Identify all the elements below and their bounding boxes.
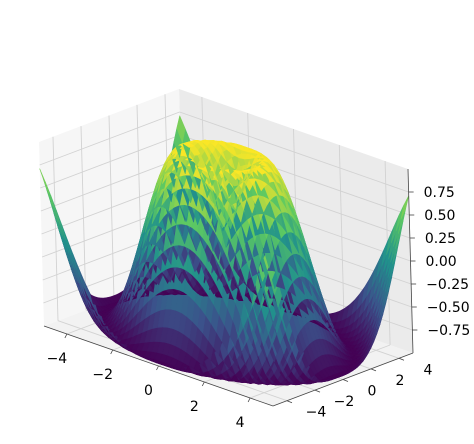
y-tick-label: 0 [368,384,377,400]
x-tick-label: 2 [190,399,199,415]
y-tick-mark [314,389,321,393]
z-tick-label: 0.00 [426,254,457,270]
y-tick-mark [286,400,293,404]
tick-labels: −4 −2 0 2 4 −4 −2 0 2 4 −0.75 −0.50 −0.25 0.00 0.25 0.5… [47,185,471,431]
surface-facet [265,158,275,166]
grid-line-z [40,134,181,189]
surface-facet [263,155,273,164]
x-tick-mark [110,349,114,355]
z-tick-label: −0.75 [427,323,470,339]
y-tick-label: −2 [334,394,355,410]
grid-line-z [179,111,409,193]
y-tick-mark [342,379,349,382]
z-tick-label: −0.25 [426,277,469,293]
y-tick-label: −4 [306,405,327,421]
y-tick-mark [370,368,377,372]
x-tick-mark [247,397,251,403]
x-tick-label: −4 [47,351,68,367]
x-tick-mark [201,381,205,387]
z-tick-label: 0.25 [425,231,456,247]
surface-facet [176,115,186,143]
z-tick-label: 0.75 [424,185,455,201]
y-tick-mark [398,357,405,361]
z-tick-label: −0.50 [427,300,470,316]
grid-line-z [40,157,182,212]
y-tick-label: 2 [396,373,405,389]
surface-facet [39,168,50,194]
x-tick-label: 4 [236,415,245,431]
x-tick-mark [156,365,159,371]
z-tick-label: 0.50 [424,208,455,224]
surface-mesh [39,115,410,386]
x-tick-label: 0 [144,383,153,399]
grid-line-z [39,111,180,166]
x-tick-mark [64,333,68,339]
y-tick-label: 4 [424,362,433,378]
x-tick-label: −2 [92,367,113,383]
